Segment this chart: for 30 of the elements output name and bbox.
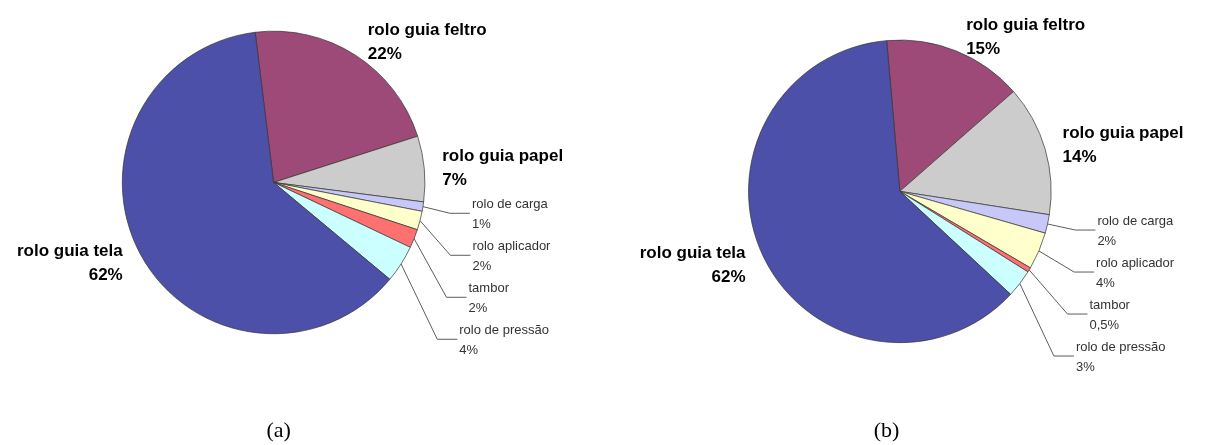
data-label: 62% [88, 265, 123, 285]
data-label: 62% [711, 267, 746, 287]
data-label: 2% [468, 299, 488, 315]
slice-label: rolo guia papel [1062, 123, 1184, 143]
slice-label: rolo de carga [471, 195, 549, 211]
data-label: 1% [471, 215, 492, 231]
data-label: 14% [1062, 147, 1097, 167]
data-label: 15% [966, 38, 1001, 58]
slice-label: tambor [1089, 296, 1131, 312]
slice-label: rolo de pressão [1075, 338, 1166, 354]
text: (b) [873, 416, 900, 442]
slice-label: rolo guia feltro [966, 14, 1086, 34]
data-label: 0,5% [1089, 316, 1120, 332]
slice-label: rolo de pressão [459, 321, 549, 337]
slice-label: rolo aplicador [472, 237, 552, 253]
data-label: 7% [442, 169, 467, 189]
slice-label: rolo de carga [1097, 212, 1175, 228]
slice-label: tambor [468, 279, 510, 295]
data-label: 2% [472, 257, 492, 273]
slice-label: rolo guia tela [639, 243, 747, 263]
slice-label: rolo aplicador [1096, 254, 1175, 270]
data-label: 2% [1097, 232, 1117, 248]
data-label: 22% [367, 44, 402, 64]
slice-label: rolo guia papel [442, 145, 564, 165]
data-label: 4% [459, 341, 479, 357]
slice-label: rolo guia tela [16, 241, 124, 261]
data-label: 3% [1075, 358, 1096, 374]
text: (a) [266, 416, 291, 442]
slice-label: rolo guia feltro [367, 20, 487, 40]
data-label: 4% [1096, 274, 1116, 290]
